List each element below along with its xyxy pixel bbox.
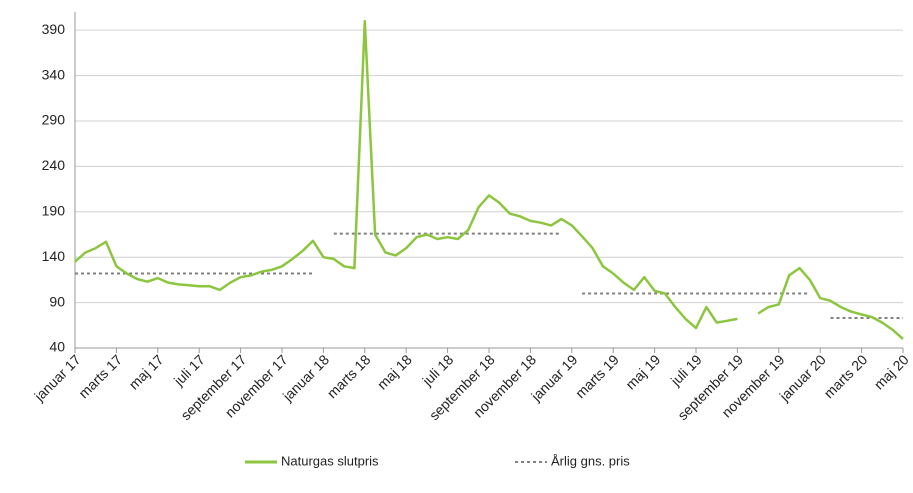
y-tick-label: 290 bbox=[42, 112, 66, 128]
x-tick-label: juli 18 bbox=[418, 351, 456, 389]
x-tick-label: januar 17 bbox=[30, 351, 83, 404]
y-tick-label: 240 bbox=[42, 157, 66, 173]
x-tick-label: juli 17 bbox=[170, 351, 208, 389]
legend-label: Årlig gns. pris bbox=[551, 453, 630, 468]
x-tick-label: maj 19 bbox=[622, 351, 663, 392]
x-tick-label: marts 17 bbox=[75, 351, 125, 401]
legend-label: Naturgas slutpris bbox=[281, 453, 379, 468]
y-tick-label: 340 bbox=[42, 66, 66, 82]
y-tick-label: 40 bbox=[49, 339, 65, 355]
x-tick-label: maj 20 bbox=[871, 351, 912, 392]
x-tick-label: marts 19 bbox=[572, 351, 622, 401]
x-tick-label: marts 20 bbox=[821, 351, 871, 401]
x-tick-label: juli 19 bbox=[667, 351, 705, 389]
x-tick-label: maj 18 bbox=[374, 351, 415, 392]
y-tick-label: 190 bbox=[42, 202, 66, 218]
x-tick-label: maj 17 bbox=[126, 351, 167, 392]
y-tick-label: 90 bbox=[49, 293, 65, 309]
y-tick-label: 140 bbox=[42, 248, 66, 264]
series-line bbox=[74, 19, 904, 340]
x-tick-label: marts 18 bbox=[324, 351, 374, 401]
y-tick-label: 390 bbox=[42, 21, 66, 37]
